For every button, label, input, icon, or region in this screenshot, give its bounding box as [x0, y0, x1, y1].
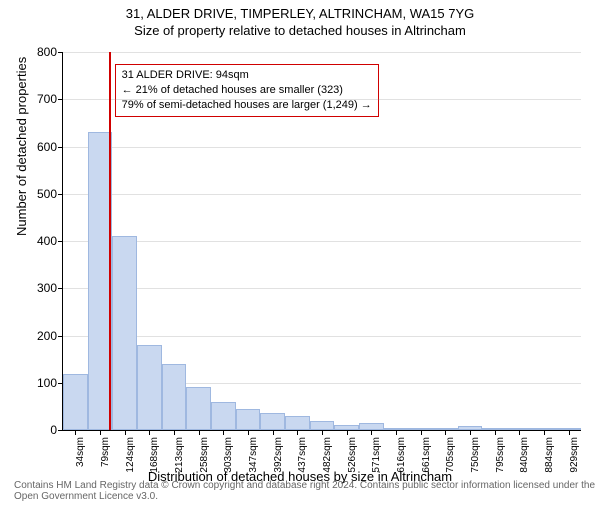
gridline-h: [63, 147, 581, 148]
ytick-mark: [58, 288, 63, 289]
y-axis-label: Number of detached properties: [14, 57, 29, 236]
histogram-bar: [186, 387, 211, 430]
xtick-label: 34sqm: [75, 437, 86, 467]
xtick-mark: [223, 430, 224, 435]
histogram-bar: [162, 364, 187, 430]
xtick-mark: [322, 430, 323, 435]
ytick-mark: [58, 147, 63, 148]
chart-title-line1: 31, ALDER DRIVE, TIMPERLEY, ALTRINCHAM, …: [0, 6, 600, 21]
plot-region: 31 ALDER DRIVE: 94sqm ← 21% of detached …: [62, 52, 581, 431]
xtick-label: 840sqm: [519, 437, 530, 473]
gridline-h: [63, 52, 581, 53]
marker-callout: 31 ALDER DRIVE: 94sqm ← 21% of detached …: [115, 64, 379, 117]
histogram-bar: [236, 409, 261, 430]
histogram-bar: [310, 421, 335, 430]
ytick-label: 500: [37, 187, 57, 201]
gridline-h: [63, 241, 581, 242]
xtick-mark: [75, 430, 76, 435]
xtick-mark: [174, 430, 175, 435]
xtick-mark: [100, 430, 101, 435]
ytick-mark: [58, 194, 63, 195]
xtick-label: 258sqm: [199, 437, 210, 473]
ytick-label: 0: [50, 423, 57, 437]
ytick-mark: [58, 52, 63, 53]
histogram-bar: [260, 413, 285, 430]
xtick-label: 347sqm: [248, 437, 259, 473]
gridline-h: [63, 99, 581, 100]
ytick-mark: [58, 241, 63, 242]
xtick-mark: [519, 430, 520, 435]
callout-line-1: 31 ALDER DRIVE: 94sqm: [122, 68, 372, 83]
histogram-bar: [63, 374, 88, 430]
xtick-mark: [569, 430, 570, 435]
gridline-h: [63, 288, 581, 289]
xtick-label: 79sqm: [100, 437, 111, 467]
chart-container: 31, ALDER DRIVE, TIMPERLEY, ALTRINCHAM, …: [0, 6, 600, 506]
gridline-h: [63, 336, 581, 337]
ytick-label: 100: [37, 376, 57, 390]
xtick-mark: [347, 430, 348, 435]
marker-line: [109, 52, 111, 430]
xtick-mark: [149, 430, 150, 435]
xtick-label: 884sqm: [544, 437, 555, 473]
xtick-label: 124sqm: [125, 437, 136, 473]
xtick-label: 526sqm: [347, 437, 358, 473]
histogram-bar: [211, 402, 236, 430]
histogram-bar: [359, 423, 384, 430]
ytick-mark: [58, 336, 63, 337]
ytick-mark: [58, 430, 63, 431]
xtick-label: 795sqm: [495, 437, 506, 473]
histogram-bar: [285, 416, 310, 430]
gridline-h: [63, 194, 581, 195]
xtick-mark: [125, 430, 126, 435]
ytick-label: 200: [37, 329, 57, 343]
ytick-label: 600: [37, 140, 57, 154]
xtick-label: 303sqm: [223, 437, 234, 473]
xtick-label: 168sqm: [149, 437, 160, 473]
xtick-label: 482sqm: [322, 437, 333, 473]
xtick-mark: [396, 430, 397, 435]
xtick-mark: [199, 430, 200, 435]
ytick-label: 700: [37, 92, 57, 106]
xtick-label: 705sqm: [445, 437, 456, 473]
xtick-mark: [445, 430, 446, 435]
xtick-label: 750sqm: [470, 437, 481, 473]
xtick-label: 661sqm: [421, 437, 432, 473]
ytick-mark: [58, 99, 63, 100]
xtick-label: 571sqm: [371, 437, 382, 473]
xtick-mark: [544, 430, 545, 435]
xtick-mark: [470, 430, 471, 435]
xtick-label: 213sqm: [174, 437, 185, 473]
xtick-label: 929sqm: [569, 437, 580, 473]
xtick-mark: [371, 430, 372, 435]
ytick-label: 800: [37, 45, 57, 59]
histogram-bar: [137, 345, 162, 430]
xtick-mark: [248, 430, 249, 435]
xtick-mark: [495, 430, 496, 435]
chart-area: 31 ALDER DRIVE: 94sqm ← 21% of detached …: [62, 52, 580, 430]
xtick-mark: [421, 430, 422, 435]
ytick-label: 400: [37, 234, 57, 248]
attribution-text: Contains HM Land Registry data © Crown c…: [14, 480, 600, 502]
xtick-mark: [273, 430, 274, 435]
xtick-label: 616sqm: [396, 437, 407, 473]
histogram-bar: [112, 236, 137, 430]
xtick-mark: [297, 430, 298, 435]
ytick-label: 300: [37, 281, 57, 295]
chart-title-line2: Size of property relative to detached ho…: [0, 23, 600, 38]
xtick-label: 392sqm: [273, 437, 284, 473]
callout-line-2: ← 21% of detached houses are smaller (32…: [122, 83, 372, 98]
xtick-label: 437sqm: [297, 437, 308, 473]
